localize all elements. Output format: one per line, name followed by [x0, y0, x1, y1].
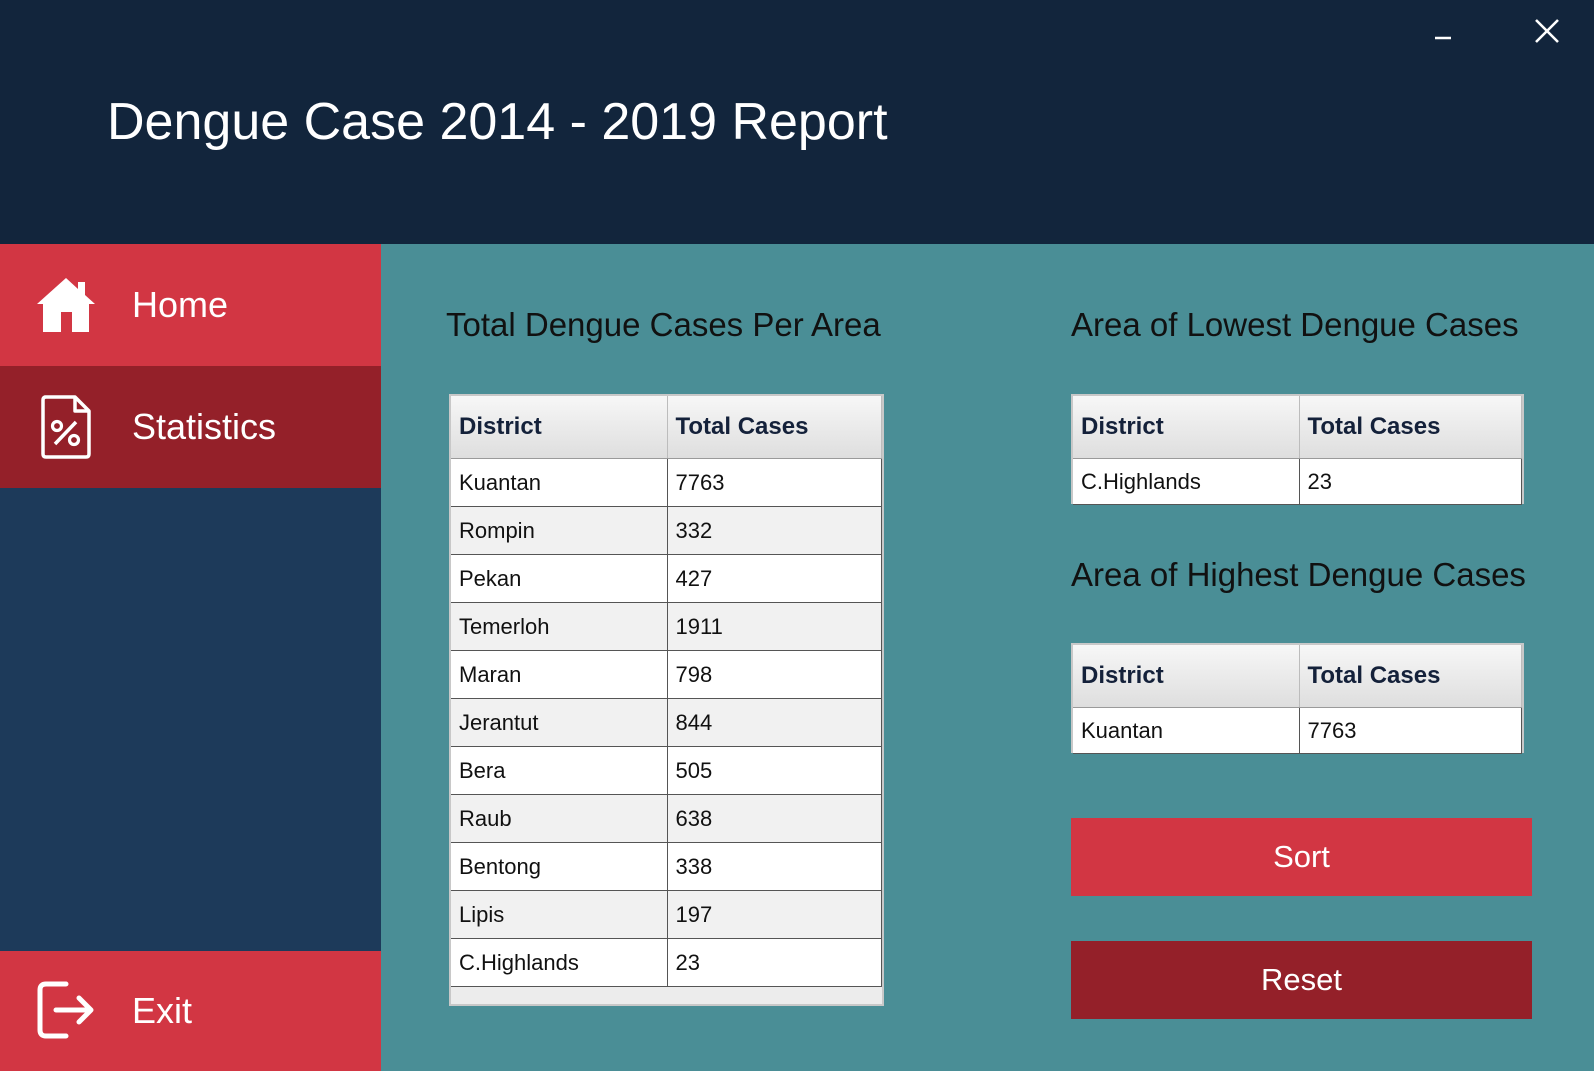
- total-cases-cell: 427: [667, 554, 882, 603]
- district-cell: Jerantut: [451, 698, 668, 747]
- district-cell: Maran: [451, 650, 668, 699]
- district-cell: Kuantan: [1073, 707, 1300, 754]
- sidebar-item-label: Home: [132, 284, 229, 325]
- column-header-district[interactable]: District: [451, 396, 668, 459]
- total-cases-cell: 332: [667, 506, 882, 555]
- total-cases-cell: 23: [1299, 458, 1522, 505]
- total-cases-cell: 7763: [667, 458, 882, 507]
- table-row[interactable]: Jerantut 844: [451, 698, 882, 747]
- highest-cases-table[interactable]: District Total Cases Kuantan 7763: [1071, 643, 1524, 754]
- sidebar-item-home[interactable]: Home: [0, 244, 381, 366]
- total-cases-cell: 798: [667, 650, 882, 699]
- total-cases-cell: 1911: [667, 602, 882, 651]
- sidebar-item-statistics[interactable]: Statistics: [0, 366, 381, 488]
- district-cell: Temerloh: [451, 602, 668, 651]
- sort-button[interactable]: Sort: [1071, 818, 1532, 896]
- table-row[interactable]: Maran 798: [451, 650, 882, 699]
- exit-icon: [34, 977, 98, 1043]
- column-header-total-cases[interactable]: Total Cases: [1299, 396, 1522, 459]
- table-row[interactable]: Temerloh 1911: [451, 602, 882, 651]
- table-row[interactable]: Rompin 332: [451, 506, 882, 555]
- total-cases-cell: 7763: [1299, 707, 1522, 754]
- column-header-total-cases[interactable]: Total Cases: [667, 396, 882, 459]
- table-row[interactable]: Raub 638: [451, 794, 882, 843]
- column-header-district[interactable]: District: [1073, 645, 1300, 708]
- table-row[interactable]: Kuantan 7763: [451, 458, 882, 507]
- lowest-table-title: Area of Lowest Dengue Cases: [1071, 306, 1519, 343]
- close-icon: [1535, 19, 1559, 43]
- minimize-button[interactable]: [1420, 10, 1466, 52]
- district-cell: Rompin: [451, 506, 668, 555]
- main-content: Total Dengue Cases Per Area District Tot…: [381, 244, 1594, 1071]
- minimize-icon: [1435, 36, 1451, 40]
- table-row[interactable]: Kuantan 7763: [1073, 707, 1522, 754]
- total-cases-cell: 197: [667, 890, 882, 939]
- table-row[interactable]: Lipis 197: [451, 890, 882, 939]
- total-cases-cell: 338: [667, 842, 882, 891]
- total-cases-cell: 638: [667, 794, 882, 843]
- table-row[interactable]: Pekan 427: [451, 554, 882, 603]
- title-bar: Dengue Case 2014 - 2019 Report: [0, 0, 1594, 244]
- table-row[interactable]: C.Highlands 23: [1073, 458, 1522, 505]
- sidebar-item-exit[interactable]: Exit: [0, 951, 381, 1071]
- district-cell: Bera: [451, 746, 668, 795]
- main-table-title: Total Dengue Cases Per Area: [446, 306, 881, 343]
- table-row[interactable]: Bentong 338: [451, 842, 882, 891]
- table-header-row: District Total Cases: [1073, 645, 1522, 708]
- lowest-cases-table[interactable]: District Total Cases C.Highlands 23: [1071, 394, 1524, 505]
- total-cases-cell: 844: [667, 698, 882, 747]
- reset-button[interactable]: Reset: [1071, 941, 1532, 1019]
- close-button[interactable]: [1524, 10, 1570, 52]
- district-cell: Bentong: [451, 842, 668, 891]
- sidebar: Home Statistics Exit: [0, 244, 381, 1071]
- district-cell: Pekan: [451, 554, 668, 603]
- table-row[interactable]: Bera 505: [451, 746, 882, 795]
- highest-table-title: Area of Highest Dengue Cases: [1071, 556, 1526, 593]
- district-cell: Lipis: [451, 890, 668, 939]
- district-cell: Raub: [451, 794, 668, 843]
- sidebar-item-label: Statistics: [132, 406, 277, 447]
- district-cell: C.Highlands: [451, 938, 668, 987]
- district-cell: C.Highlands: [1073, 458, 1300, 505]
- table-header-row: District Total Cases: [1073, 396, 1522, 459]
- percent-document-icon: [34, 394, 98, 460]
- column-header-total-cases[interactable]: Total Cases: [1299, 645, 1522, 708]
- table-header-row: District Total Cases: [451, 396, 882, 459]
- cases-per-area-table[interactable]: District Total Cases Kuantan 7763 Rompin 33…: [449, 394, 884, 1006]
- district-cell: Kuantan: [451, 458, 668, 507]
- home-icon: [34, 272, 98, 338]
- total-cases-cell: 23: [667, 938, 882, 987]
- column-header-district[interactable]: District: [1073, 396, 1300, 459]
- total-cases-cell: 505: [667, 746, 882, 795]
- app-title: Dengue Case 2014 - 2019 Report: [107, 93, 888, 151]
- sidebar-item-label: Exit: [132, 990, 193, 1031]
- table-row[interactable]: C.Highlands 23: [451, 938, 882, 987]
